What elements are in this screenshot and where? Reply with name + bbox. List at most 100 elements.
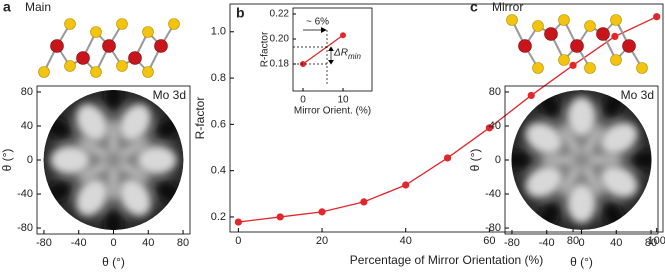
y-axis-label: θ (°) <box>0 149 14 172</box>
molecule-structure <box>38 18 180 78</box>
petal <box>567 183 596 224</box>
x-tick-label: 0 <box>110 237 116 249</box>
petal <box>600 122 638 154</box>
x-tick-label: 80 <box>645 237 657 249</box>
y-tick-label: 0.22 <box>270 9 290 20</box>
point <box>234 218 242 226</box>
x-tick-label: 40 <box>400 235 412 247</box>
y-tick-label: 0.18 <box>270 59 290 70</box>
dark-lobe <box>511 150 532 170</box>
x-axis-label: θ (°) <box>570 255 593 269</box>
point <box>360 198 368 206</box>
y-tick-label: 0.6 <box>211 118 226 130</box>
metal-atom <box>128 51 142 65</box>
arrow-head <box>328 46 334 65</box>
sulfur-atom <box>558 54 570 66</box>
y-tick-label: 0.8 <box>211 72 226 84</box>
inset-annotations <box>293 27 334 86</box>
petal <box>137 146 177 174</box>
metal-atom <box>570 39 584 53</box>
point <box>276 213 284 221</box>
arm <box>113 138 150 161</box>
y-tick-label: 0.4 <box>211 165 226 177</box>
x-tick-label: -40 <box>539 237 555 249</box>
metal-atom <box>544 27 558 41</box>
y-tick-label: -40 <box>17 188 33 200</box>
x-tick-label: 80 <box>567 235 579 247</box>
y-axis-label: θ (°) <box>468 149 482 172</box>
panel-label: c <box>470 0 478 15</box>
metal-atom <box>622 39 636 53</box>
sulfur-atom <box>64 60 76 72</box>
axes-frame <box>229 3 664 233</box>
petal <box>600 166 638 198</box>
annotation: min <box>348 52 361 61</box>
sulfur-atom <box>90 66 102 78</box>
sulfur-atom <box>506 14 518 26</box>
arm <box>109 160 118 202</box>
petal <box>119 179 151 216</box>
x-tick-label: 100 <box>648 235 665 247</box>
point <box>527 91 535 100</box>
y-tick-label: 0 <box>27 154 33 166</box>
x-axis-label: Percentage of Mirror Orientation (%) <box>350 253 543 267</box>
sulfur-atom <box>168 18 180 30</box>
center-spot <box>573 151 590 169</box>
arm <box>559 123 583 161</box>
sulfur-atom <box>558 14 570 26</box>
x-tick-label: 80 <box>177 237 189 249</box>
sulfur-atom <box>610 14 622 26</box>
metal-atom <box>518 39 532 53</box>
y-tick-label: 40 <box>21 120 33 132</box>
y-axis-label: R-factor <box>260 31 271 67</box>
line <box>302 34 344 65</box>
sulfur-atom <box>90 26 102 38</box>
y-tick-label: 1.0 <box>211 26 226 38</box>
x-axis-label: θ (°) <box>102 255 125 269</box>
sulfur-atom <box>532 62 544 74</box>
x-tick-label: 20 <box>316 235 328 247</box>
point <box>318 208 326 216</box>
arrow-head <box>320 27 327 33</box>
arm <box>581 155 624 165</box>
axes-frame <box>292 7 373 92</box>
sulfur-atom <box>584 62 596 74</box>
metal-atom <box>102 39 116 53</box>
x-tick-label: -80 <box>504 237 520 249</box>
metal-atom <box>76 51 90 65</box>
sulfur-atom <box>584 20 596 32</box>
dark-lobe <box>103 90 124 110</box>
y-tick-label: 0.2 <box>211 211 226 223</box>
y-tick-label: 0 <box>495 154 501 166</box>
panel-title: Main <box>25 0 51 14</box>
dark-lobe <box>631 150 652 170</box>
y-tick-label: 80 <box>21 86 33 98</box>
diffraction-pattern <box>511 90 652 230</box>
sulfur-atom <box>142 66 154 78</box>
y-tick-label: -40 <box>485 188 501 200</box>
arm <box>113 159 150 182</box>
diffraction-pattern <box>43 90 184 230</box>
metal-atom <box>50 39 64 53</box>
pattern-features <box>44 90 183 230</box>
sulfur-atom <box>636 62 648 74</box>
x-axis-label: Mirror Orient. (%) <box>294 106 371 117</box>
metal-atom <box>596 27 610 41</box>
y-tick-label: -80 <box>485 222 501 234</box>
petal <box>76 104 108 141</box>
annotation: Mo 3d <box>153 88 186 102</box>
arm <box>559 159 583 197</box>
y-tick-label: 0.20 <box>270 34 290 45</box>
x-tick-label: -80 <box>36 237 52 249</box>
petal <box>525 166 563 198</box>
petal <box>525 122 563 154</box>
point <box>402 181 410 189</box>
petal <box>50 146 90 174</box>
point <box>485 124 493 132</box>
arm <box>77 159 114 182</box>
molecule-structure <box>506 14 648 74</box>
arm <box>539 155 582 165</box>
x-tick-label: 0 <box>235 235 241 247</box>
sulfur-atom <box>142 26 154 38</box>
